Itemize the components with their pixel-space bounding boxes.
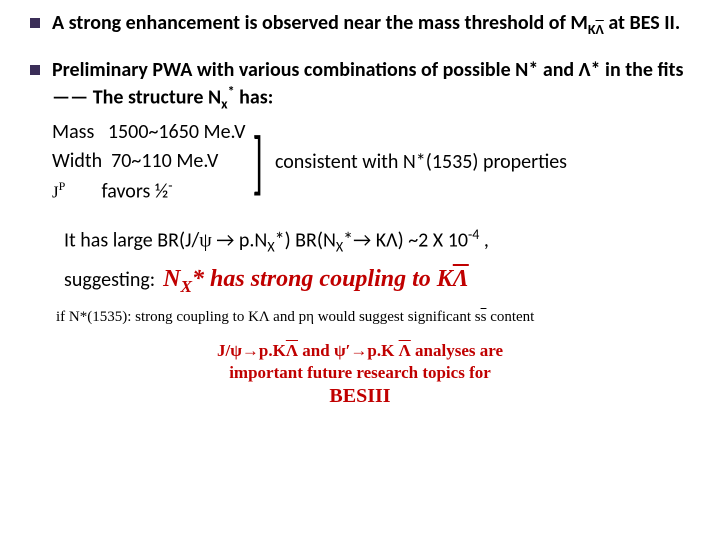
m1d: *→ KΛ) ~2 X 10 (343, 228, 468, 252)
width-label: Width (52, 149, 102, 173)
m1c: *) BR(N (275, 228, 336, 252)
bullet-2: Preliminary PWA with various combination… (30, 57, 690, 114)
width-row: Width 70~110 Me.V (52, 147, 245, 176)
jp-val: favors ½ (97, 180, 168, 204)
bl1psip: ψ (334, 341, 346, 360)
b1-sub: KΛ (588, 21, 604, 38)
bullet-1-text: A strong enhancement is observed near th… (52, 10, 680, 39)
jp-row: JP favors ½- (52, 176, 245, 207)
b1-ov: Λ (596, 21, 604, 38)
b2-l1a: Preliminary PWA with various combination… (52, 58, 683, 110)
jp-minus: - (168, 177, 172, 194)
bullet-square-icon (30, 18, 40, 28)
bl1psi: ψ (230, 341, 242, 360)
params-col: Mass 1500~1650 Me.V Width 70~110 Me.V JP… (52, 118, 245, 207)
bottom-line3: BESIII (30, 385, 690, 408)
mass-row: Mass 1500~1650 Me.V (52, 118, 245, 147)
br-ov: Λ (453, 266, 469, 292)
big-coupling: NX* has strong coupling to KΛ (163, 259, 469, 301)
mid-line1: It has large BR(J/ψ → p.NX*) BR(NX*→ KΛ)… (64, 223, 690, 259)
bracket-row: Mass 1500~1650 Me.V Width 70~110 Me.V JP… (52, 118, 567, 207)
mass-label: Mass (52, 120, 94, 144)
slide-body: A strong enhancement is observed near th… (0, 0, 720, 540)
fn-L1: Λ (259, 309, 270, 325)
bullet-square-icon (30, 65, 40, 75)
br-b: * has strong coupling to K (192, 266, 453, 292)
footnote: if N*(1535): strong coupling to KΛ and p… (56, 309, 690, 326)
bl1e: analyses are (411, 341, 503, 360)
bl1ov2: Λ (399, 341, 411, 360)
m1psi: ψ (199, 229, 212, 251)
bullet-1: A strong enhancement is observed near th… (30, 10, 690, 39)
bl1d: →p.K (350, 341, 398, 360)
b2-l1sup: * (228, 83, 235, 100)
m1s1: X (267, 238, 274, 255)
bottom-block: J/ψ→p.KΛ and ψʹ→p.K Λ analyses are impor… (30, 340, 690, 407)
right-bracket-icon: ] (253, 127, 264, 197)
fn-b: and p (269, 309, 306, 325)
bl1c: and (298, 341, 334, 360)
fn-eta: η (306, 309, 314, 325)
mid-block: It has large BR(J/ψ → p.NX*) BR(NX*→ KΛ)… (64, 223, 690, 302)
jp-sup: P (59, 179, 66, 193)
jp-label: J (52, 183, 59, 202)
bottom-line1: J/ψ→p.KΛ and ψʹ→p.K Λ analyses are (30, 340, 690, 362)
bl1b: →p.K (242, 341, 286, 360)
m1e: , (479, 228, 489, 252)
bottom-line2: important future research topics for (30, 362, 690, 384)
b2-l1b: has: (235, 86, 274, 110)
params-block: Mass 1500~1650 Me.V Width 70~110 Me.V JP… (52, 118, 690, 207)
bl1a: J/ (217, 341, 230, 360)
fn-a: if N*(1535): strong coupling to K (56, 309, 259, 325)
bullet-2-text: Preliminary PWA with various combination… (52, 57, 690, 114)
fn-d: content (486, 309, 534, 325)
width-val: 70~110 Me.V (111, 149, 218, 173)
b1-post: at BES II. (604, 11, 680, 35)
consistent-text: consistent with N*(1535) properties (275, 148, 567, 177)
bl1ov1: Λ (286, 341, 298, 360)
fn-c: would suggest significant s (314, 309, 481, 325)
m1sup: -4 (468, 226, 479, 243)
mass-val: 1500~1650 Me.V (108, 120, 246, 144)
br-a: N (163, 266, 180, 292)
suggest-label: suggesting: (64, 263, 155, 297)
m1a: It has large BR(J/ (64, 228, 199, 252)
m1b: → p.N (212, 228, 268, 252)
mid-line2: suggesting: NX* has strong coupling to K… (64, 259, 690, 301)
br-sub: X (181, 277, 193, 296)
b1-pre: A strong enhancement is observed near th… (52, 11, 588, 35)
